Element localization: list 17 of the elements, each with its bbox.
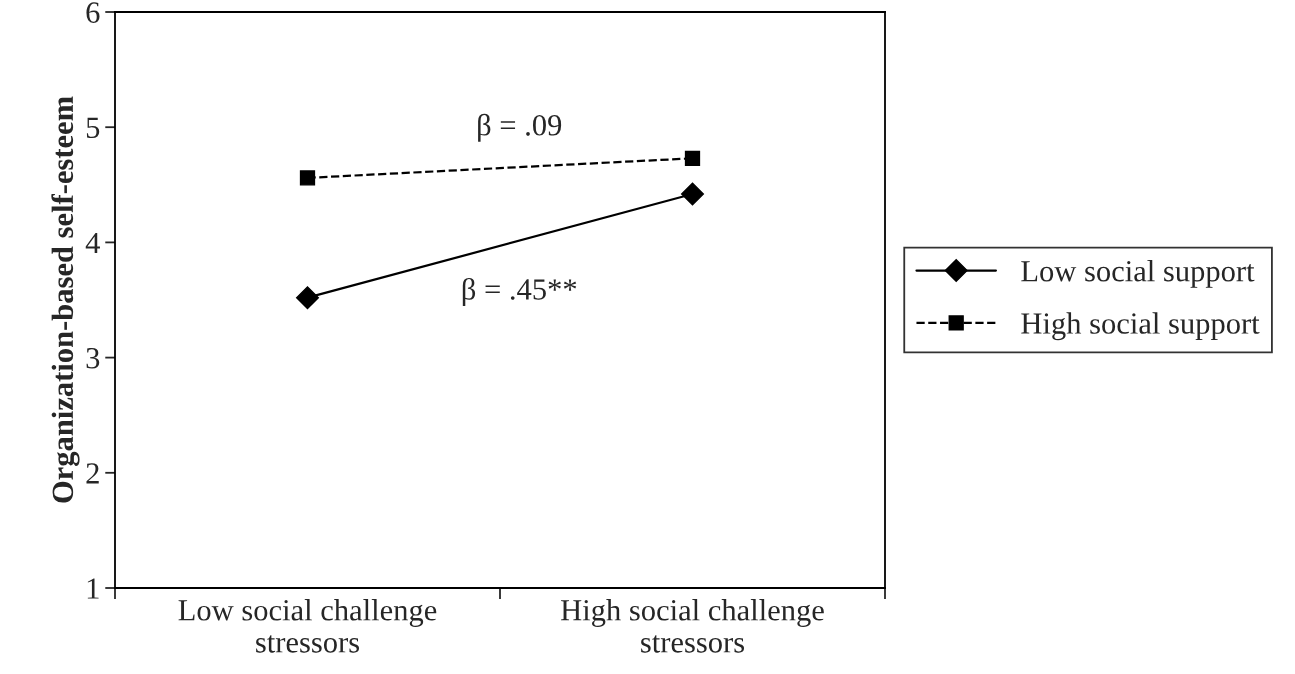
point [684, 150, 701, 166]
point [681, 182, 704, 206]
y-tick-label: 1 [87, 578, 99, 599]
x-tick-label: Low social challenge stressors [178, 599, 437, 653]
legend-label: High social support [1021, 312, 1260, 341]
x-tick-label: High social challenge stressors [561, 599, 824, 653]
y-tick-label: 2 [86, 463, 99, 484]
annotation: β = .45** [462, 277, 577, 306]
legend-label: Low social support [1021, 260, 1255, 288]
point [296, 286, 319, 310]
y-axis-title: Organization-based self-esteem [51, 96, 80, 503]
annotation: β = .09 [478, 113, 562, 142]
point [299, 170, 316, 186]
y-tick-label: 4 [85, 232, 100, 253]
y-tick-label: 3 [86, 347, 100, 369]
y-tick-label: 6 [86, 2, 100, 23]
y-tick-label: 5 [86, 117, 100, 139]
